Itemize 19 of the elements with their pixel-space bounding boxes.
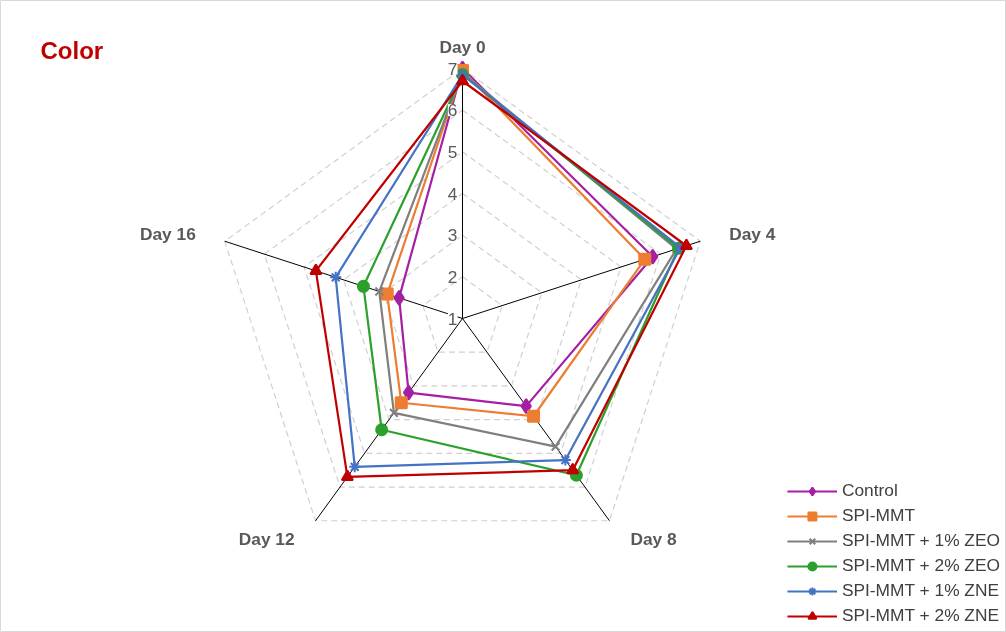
spoke-label: Day 8 (630, 528, 677, 549)
legend-label: Control (841, 480, 898, 501)
y-tick-label: 6 (447, 100, 458, 121)
y-tick-label: 2 (447, 266, 458, 287)
legend-label: SPI-MMT + 2% ZNE (841, 605, 1000, 626)
y-tick-label: 1 (447, 308, 458, 329)
chart-title: Color (40, 37, 104, 64)
y-tick-label: 5 (447, 141, 458, 162)
legend-label: SPI-MMT (841, 505, 916, 526)
y-tick-label: 3 (447, 225, 458, 246)
y-tick-label: 4 (447, 183, 458, 204)
legend-label: SPI-MMT + 1% ZEO (841, 530, 1000, 551)
y-tick-label: 7 (447, 58, 458, 79)
spoke-label: Day 12 (238, 528, 295, 549)
spoke-label: Day 4 (729, 224, 776, 245)
legend-label: SPI-MMT + 2% ZEO (841, 555, 1000, 576)
legend-label: SPI-MMT + 1% ZNE (841, 580, 1000, 601)
spoke-label: Day 16 (139, 224, 197, 245)
spoke-label: Day 0 (439, 36, 486, 57)
